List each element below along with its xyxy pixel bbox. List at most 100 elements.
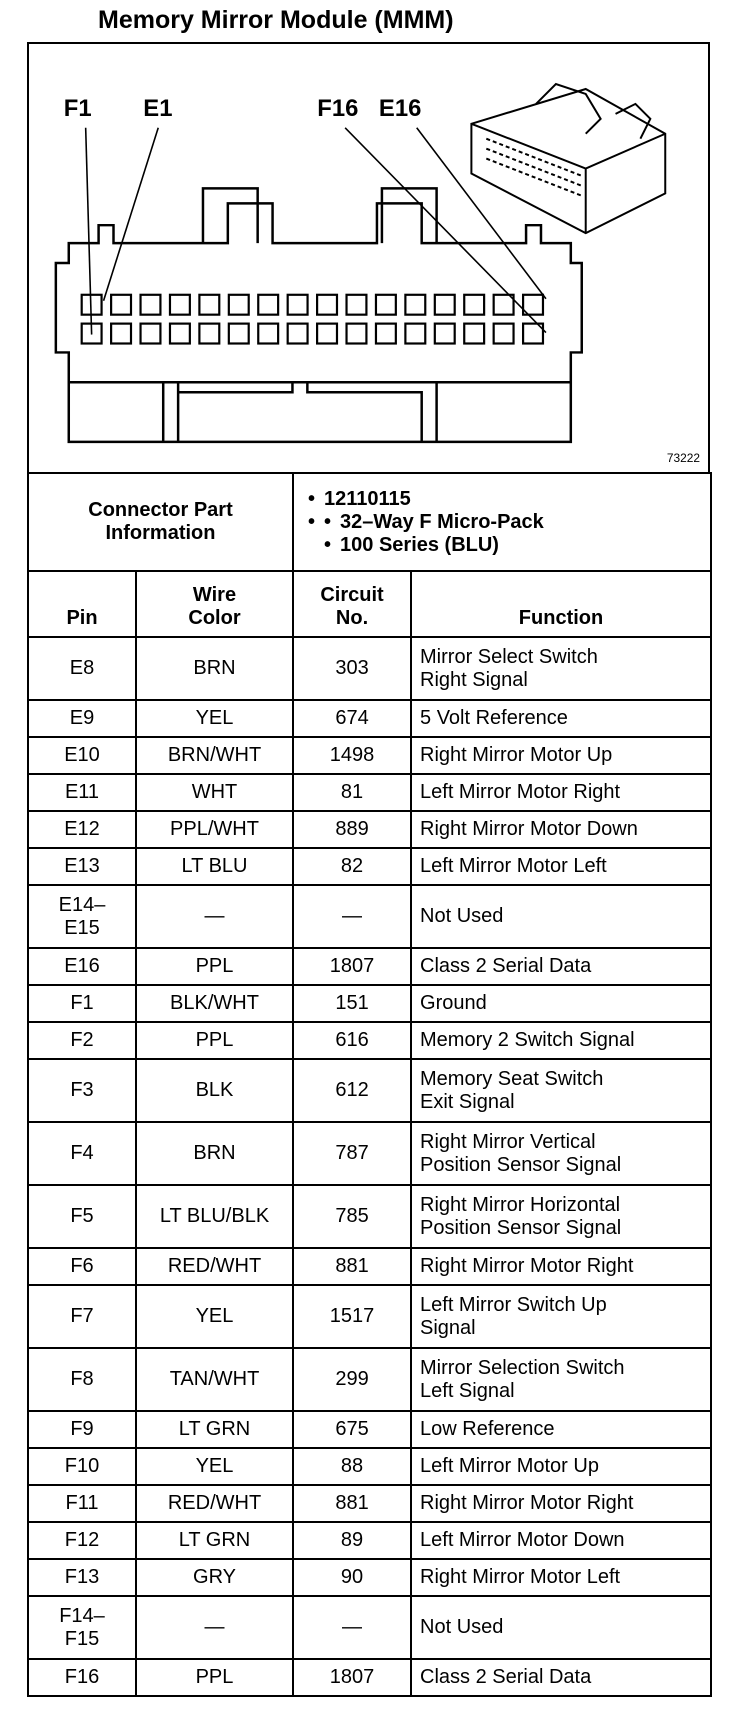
table-row: E8 BRN 303 Mirror Select Switch Right Signal bbox=[27, 636, 713, 701]
function: Right Mirror Motor Right bbox=[410, 1247, 713, 1286]
pin: F1 bbox=[27, 984, 137, 1023]
pin-cavity bbox=[492, 293, 515, 316]
function: Mirror Selection Switch Left Signal bbox=[410, 1347, 713, 1412]
table-row: F14– F15— — Not Used bbox=[27, 1595, 713, 1660]
pin-cavity bbox=[433, 322, 456, 345]
function: Memory Seat Switch Exit Signal bbox=[410, 1058, 713, 1123]
table-row: F5 LT BLU/BLK 785 Right Mirror Horizontal Po… bbox=[27, 1184, 713, 1249]
pin-cavity bbox=[374, 322, 397, 345]
wire-color: LT GRN bbox=[134, 1521, 295, 1560]
table-row: E11 WHT 81 Left Mirror Motor Right bbox=[27, 773, 713, 812]
pin-cavity bbox=[198, 322, 221, 345]
header-row: Pin Wire Color Circuit No. Function bbox=[27, 570, 713, 638]
text-line: Right Mirror Horizontal bbox=[420, 1193, 621, 1216]
pin-cavity bbox=[521, 322, 545, 345]
function: Low Reference bbox=[410, 1410, 713, 1449]
pin-cavity bbox=[286, 322, 309, 345]
table-row: F8 TAN/WHT 299 Mirror Selection Switch Left … bbox=[27, 1347, 713, 1412]
connector-figure: F1 E1 F16 E16 73222 bbox=[27, 42, 710, 472]
circuit: 82 bbox=[292, 847, 413, 886]
table-row: E16 PPL 1807 Class 2 Serial Data bbox=[27, 947, 713, 986]
pin-cavity bbox=[433, 293, 456, 316]
wire-color: BRN bbox=[134, 1121, 295, 1186]
function: Right Mirror Motor Left bbox=[410, 1558, 713, 1597]
pin: E8 bbox=[27, 636, 137, 701]
table-row: F10 YEL 88 Left Mirror Motor Up bbox=[27, 1447, 713, 1486]
pin-cavity bbox=[463, 293, 486, 316]
pin: E13 bbox=[27, 847, 137, 886]
wire-color: RED/WHT bbox=[134, 1484, 295, 1523]
text-line: No. bbox=[335, 607, 369, 629]
pin: F14– F15 bbox=[27, 1595, 137, 1660]
function: Right Mirror Horizontal Position Sensor S… bbox=[410, 1184, 713, 1249]
wire-color: LT GRN bbox=[134, 1410, 295, 1449]
pin: F9 bbox=[27, 1410, 137, 1449]
pinout-table: Connector Part Information1211011532–Way… bbox=[26, 472, 713, 1697]
table-row: E12 PPL/WHT 889 Right Mirror Motor Down bbox=[27, 810, 713, 849]
function: Left Mirror Motor Left bbox=[410, 847, 713, 886]
pin: F2 bbox=[27, 1021, 137, 1060]
circuit: 889 bbox=[292, 810, 413, 849]
function: Not Used bbox=[410, 884, 713, 949]
pin-cavity bbox=[110, 322, 133, 345]
text-line: Memory Seat Switch bbox=[420, 1067, 604, 1090]
function: Mirror Select Switch Right Signal bbox=[410, 636, 713, 701]
circuit: 299 bbox=[292, 1347, 413, 1412]
text-line: Position Sensor Signal bbox=[420, 1153, 622, 1176]
connector-3d bbox=[470, 82, 667, 235]
pin-cavity bbox=[168, 322, 191, 345]
table-row: F6 RED/WHT 881 Right Mirror Motor Right bbox=[27, 1247, 713, 1286]
table-row: F1 BLK/WHT 151 Ground bbox=[27, 984, 713, 1023]
circuit: 90 bbox=[292, 1558, 413, 1597]
text-line: Signal bbox=[420, 1316, 476, 1339]
table-row: F4 BRN 787 Right Mirror Vertical Position Se… bbox=[27, 1121, 713, 1186]
pin-cavity bbox=[139, 293, 162, 316]
figure-code: 73222 bbox=[667, 451, 700, 465]
wire-color: RED/WHT bbox=[134, 1247, 295, 1286]
connector-info-row: Connector Part Information1211011532–Way… bbox=[26, 472, 713, 572]
wire-color: PPL bbox=[134, 1021, 295, 1060]
wire-color: BLK bbox=[134, 1058, 295, 1123]
pin-label: E16 bbox=[379, 95, 421, 122]
pin: F10 bbox=[27, 1447, 137, 1486]
wire-color: PPL bbox=[134, 947, 295, 986]
circuit: 675 bbox=[292, 1410, 413, 1449]
wire-color: — bbox=[134, 884, 295, 949]
connector-item: 32–Way F Micro-Pack100 Series (BLU) bbox=[308, 511, 707, 557]
circuit: 151 bbox=[292, 984, 413, 1023]
pin-cavity bbox=[286, 293, 309, 316]
wire-color: YEL bbox=[134, 699, 295, 738]
pins bbox=[80, 293, 545, 345]
text-line: Wire bbox=[192, 584, 237, 606]
pin-label: F1 bbox=[64, 95, 92, 122]
circuit: 1807 bbox=[292, 947, 413, 986]
wire-color: GRY bbox=[134, 1558, 295, 1597]
text-line: Right Signal bbox=[420, 668, 528, 691]
wire-color: YEL bbox=[134, 1447, 295, 1486]
text-line: 100 Series (BLU) bbox=[324, 534, 707, 557]
pin-cavity bbox=[316, 322, 339, 345]
pin: F4 bbox=[27, 1121, 137, 1186]
column-header: Pin bbox=[27, 570, 137, 638]
table-row: E10 BRN/WHT 1498 Right Mirror Motor Up bbox=[27, 736, 713, 775]
pin-cavity bbox=[316, 293, 339, 316]
text-line: Left Mirror Switch Up bbox=[420, 1293, 607, 1316]
wire-color: LT BLU bbox=[134, 847, 295, 886]
text-line: Circuit bbox=[320, 584, 384, 606]
leader-lines bbox=[84, 127, 547, 335]
pin: E10 bbox=[27, 736, 137, 775]
pin-cavity bbox=[345, 322, 368, 345]
function: Right Mirror Motor Down bbox=[410, 810, 713, 849]
text-line: Position Sensor Signal bbox=[420, 1216, 622, 1239]
circuit: 81 bbox=[292, 773, 413, 812]
wire-color: BRN/WHT bbox=[134, 736, 295, 775]
table-row: F9 LT GRN 675 Low Reference bbox=[27, 1410, 713, 1449]
function: Left Mirror Motor Down bbox=[410, 1521, 713, 1560]
circuit: 612 bbox=[292, 1058, 413, 1123]
circuit: 787 bbox=[292, 1121, 413, 1186]
table-row: F11 RED/WHT 881 Right Mirror Motor Right bbox=[27, 1484, 713, 1523]
pin: F7 bbox=[27, 1284, 137, 1349]
function: Left Mirror Motor Up bbox=[410, 1447, 713, 1486]
circuit: — bbox=[292, 884, 413, 949]
pin-label: E1 bbox=[143, 95, 172, 122]
